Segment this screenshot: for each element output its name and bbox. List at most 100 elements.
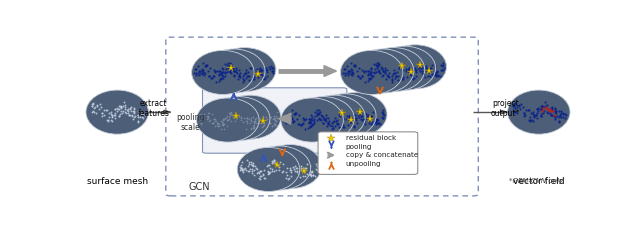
Point: [301, 171, 311, 174]
Point: [116, 104, 126, 108]
Point: [268, 117, 278, 121]
Point: [225, 72, 235, 76]
Point: [234, 112, 244, 115]
Point: [202, 117, 212, 121]
Point: [258, 74, 268, 77]
Point: [326, 109, 336, 112]
Point: [275, 172, 285, 175]
Point: [319, 124, 330, 128]
Point: [380, 68, 390, 72]
Point: [195, 69, 205, 72]
Point: [367, 70, 377, 74]
Point: [393, 68, 403, 72]
Point: [332, 107, 342, 110]
Point: [330, 114, 340, 117]
Point: [237, 125, 248, 129]
Point: [210, 120, 220, 123]
Point: [248, 77, 259, 81]
Point: [235, 76, 245, 79]
Point: [299, 170, 309, 174]
Point: [318, 114, 328, 117]
Point: [221, 71, 231, 75]
Point: [305, 113, 316, 117]
Point: [264, 65, 274, 69]
Point: [244, 162, 254, 165]
Point: [282, 166, 292, 169]
Ellipse shape: [292, 97, 355, 141]
Point: [272, 166, 282, 170]
Point: [305, 170, 316, 174]
Point: [387, 74, 397, 78]
Point: [364, 67, 374, 71]
Point: [357, 115, 367, 119]
Point: [238, 64, 248, 68]
Point: [287, 109, 297, 112]
Point: [211, 124, 221, 128]
Point: [242, 113, 252, 116]
Point: [318, 121, 328, 125]
Point: [546, 113, 556, 117]
Point: [223, 68, 234, 71]
Point: [340, 116, 350, 120]
Point: [107, 113, 117, 116]
Point: [243, 63, 253, 67]
Point: [333, 106, 343, 110]
Point: [373, 61, 383, 65]
Point: [312, 117, 322, 120]
Point: [244, 67, 255, 71]
Point: [106, 118, 116, 122]
Point: [370, 120, 380, 123]
Point: [328, 117, 339, 120]
Point: [378, 112, 388, 116]
Point: [308, 112, 319, 115]
Point: [212, 112, 222, 115]
Point: [237, 67, 247, 71]
Point: [377, 68, 387, 72]
Point: [297, 168, 307, 172]
Point: [231, 70, 241, 74]
Point: [346, 111, 356, 114]
Point: [357, 74, 367, 77]
Point: [362, 63, 372, 67]
Point: [243, 59, 253, 63]
Point: [212, 67, 223, 70]
Point: [203, 114, 213, 118]
Point: [277, 161, 287, 164]
Point: [360, 114, 370, 118]
Point: [381, 68, 391, 72]
Point: [360, 114, 370, 117]
Point: [404, 64, 415, 67]
Point: [554, 120, 564, 124]
Point: [378, 68, 388, 72]
Point: [370, 67, 380, 71]
Point: [233, 119, 243, 123]
Point: [287, 165, 298, 169]
Point: [395, 75, 405, 79]
Point: [294, 166, 305, 169]
Point: [353, 74, 364, 78]
Point: [212, 67, 222, 71]
Point: [125, 106, 135, 110]
Point: [137, 116, 147, 119]
Point: [222, 71, 232, 74]
Point: [298, 165, 308, 169]
Point: [232, 72, 242, 75]
Point: [231, 117, 241, 121]
Point: [291, 162, 301, 166]
Point: [344, 122, 355, 126]
Point: [543, 108, 554, 112]
Point: [392, 60, 403, 63]
Point: [294, 112, 305, 116]
Point: [534, 107, 545, 111]
Point: [342, 108, 353, 112]
Point: [344, 114, 355, 118]
Point: [215, 67, 225, 71]
Point: [285, 164, 296, 168]
Point: [259, 161, 269, 165]
Point: [340, 117, 351, 120]
Point: [377, 66, 387, 70]
Point: [300, 118, 310, 122]
Point: [275, 164, 285, 167]
Point: [252, 168, 262, 172]
Point: [329, 119, 339, 123]
